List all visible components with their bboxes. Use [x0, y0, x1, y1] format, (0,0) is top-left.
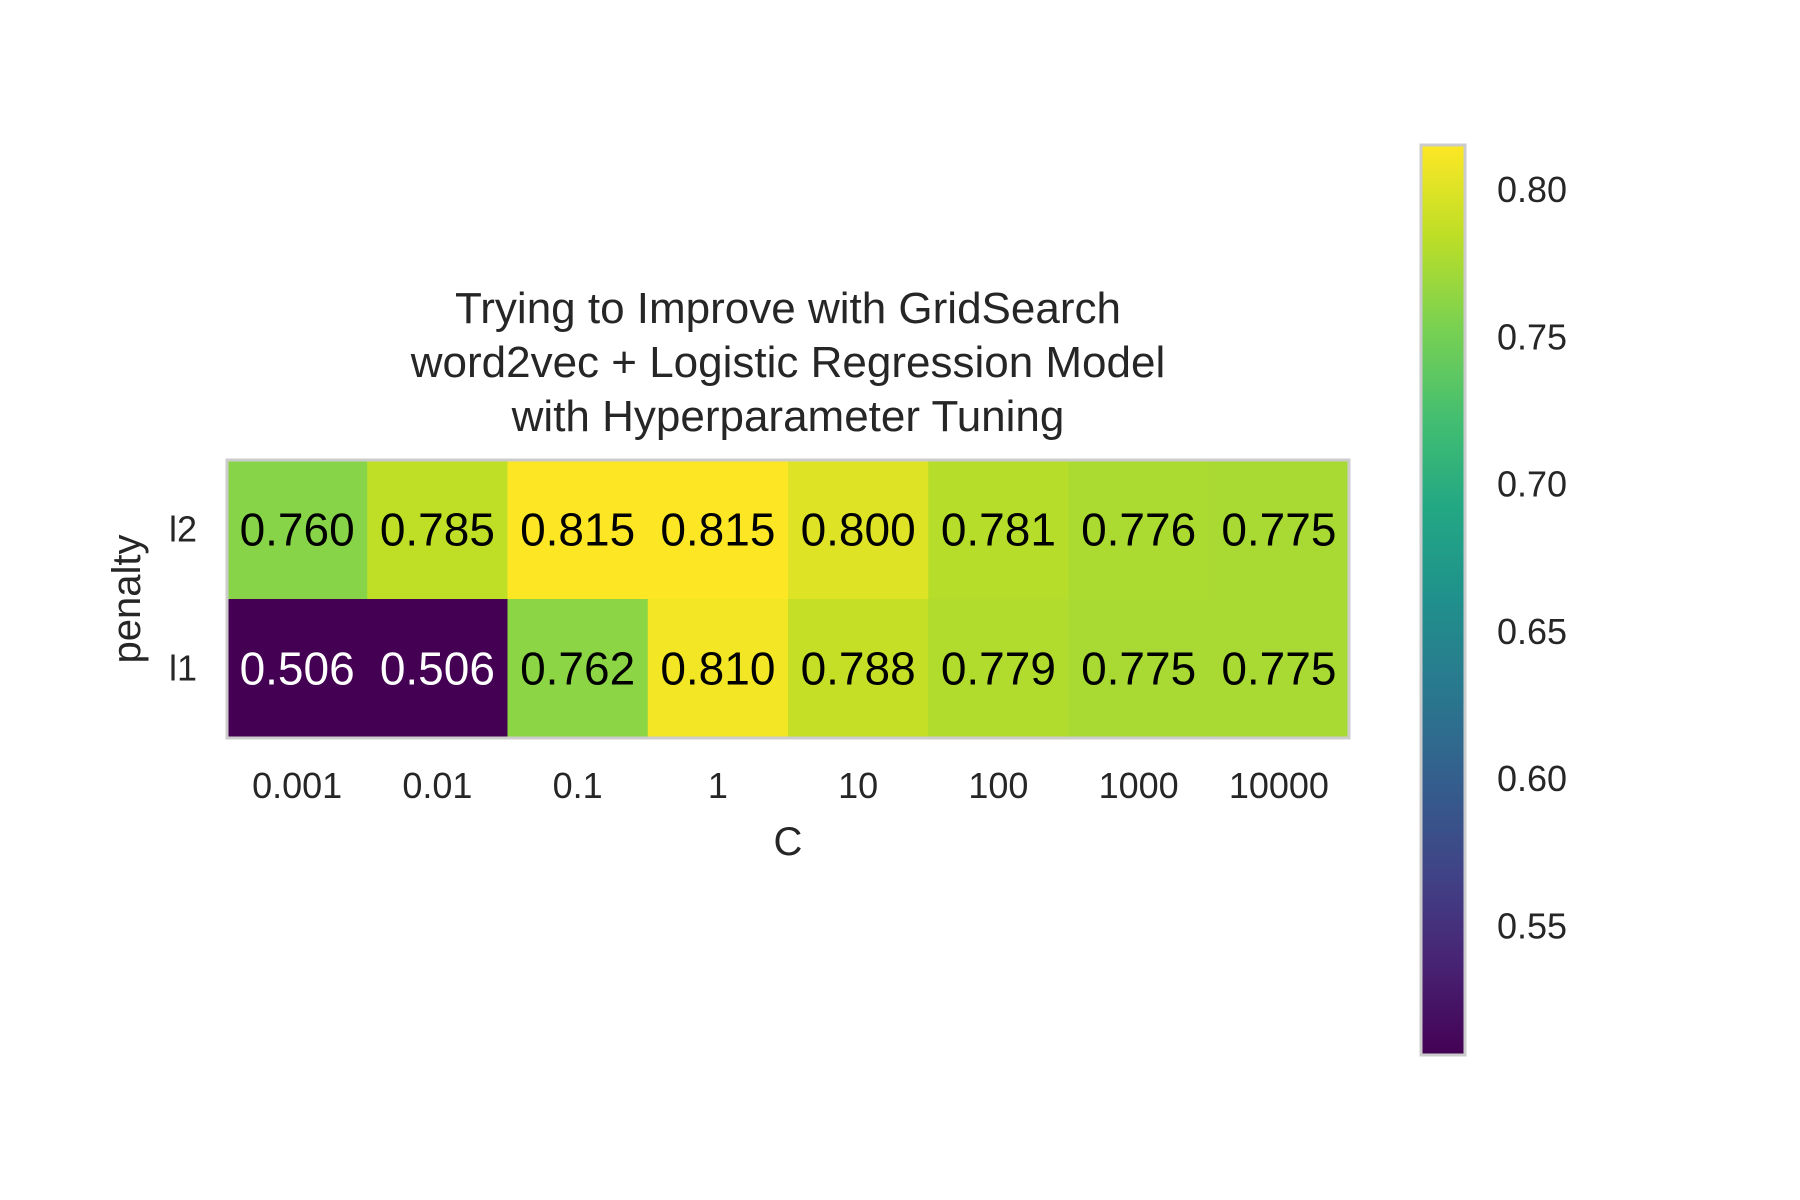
title-line-1: Trying to Improve with GridSearch	[455, 284, 1121, 333]
x-tick-label: 10000	[1229, 765, 1329, 806]
cell-value-label: 0.506	[240, 643, 355, 695]
cell-value-label: 0.779	[941, 643, 1056, 695]
plot-frame	[225, 458, 1351, 740]
colorbar-tick-label: 0.65	[1497, 611, 1567, 652]
colorbar-tick-label: 0.75	[1497, 316, 1567, 357]
heatmap-cell-l1-0.01	[367, 599, 509, 739]
cell-value-label: 0.815	[660, 504, 775, 556]
colorbar-tick-label: 0.55	[1497, 905, 1567, 946]
x-tick-label: 0.001	[252, 765, 342, 806]
x-tick-label: 0.01	[402, 765, 472, 806]
heatmap-cell-l2-10000	[1208, 460, 1350, 600]
cell-value-label: 0.776	[1081, 504, 1196, 556]
cell-value-label: 0.800	[801, 504, 916, 556]
colorbar-tick-label: 0.60	[1497, 758, 1567, 799]
heatmap-cell-l1-1000	[1068, 599, 1210, 739]
heatmap-cell-l1-10	[788, 599, 929, 739]
colorbar-ticks: 0.55 0.60 0.65 0.70 0.75 0.80	[1497, 169, 1567, 946]
x-axis-label: C	[774, 820, 803, 864]
x-tick-label: 0.1	[553, 765, 603, 806]
cell-value-label: 0.775	[1221, 643, 1336, 695]
title-line-3: with Hyperparameter Tuning	[511, 392, 1065, 441]
x-tick-label: 100	[968, 765, 1028, 806]
cell-value-label: 0.775	[1081, 643, 1196, 695]
heatmap-cell-l2-0.1	[507, 460, 649, 600]
heatmap-cell-l2-0.01	[367, 460, 509, 600]
heatmap-cell-l1-0.001	[227, 599, 368, 739]
heatmap-cell-l2-0.001	[227, 460, 368, 600]
heatmap-cell-l2-1000	[1068, 460, 1210, 600]
heatmap-cell-l1-0.1	[507, 599, 649, 739]
cell-value-label: 0.785	[380, 504, 495, 556]
heatmap-cell-l2-10	[788, 460, 929, 600]
heatmap-cell-l1-100	[928, 599, 1070, 739]
colorbar-tick-label: 0.70	[1497, 464, 1567, 505]
cell-value-label: 0.762	[520, 643, 635, 695]
x-tick-labels: 0.001 0.01 0.1 1 10 100 1000 10000	[252, 765, 1329, 806]
x-tick-label: 10	[838, 765, 878, 806]
colorbar-tick-label: 0.80	[1497, 169, 1567, 210]
cell-value-label: 0.815	[520, 504, 635, 556]
cell-value-label: 0.781	[941, 504, 1056, 556]
cell-value-label: 0.788	[801, 643, 916, 695]
y-tick-label: l2	[169, 509, 197, 550]
heatmap-cell-l2-1	[647, 460, 789, 600]
heatmap-cell-l2-100	[928, 460, 1070, 600]
cell-value-label: 0.506	[380, 643, 495, 695]
y-axis-label: penalty	[105, 535, 149, 664]
cell-annotations: 0.760 0.785 0.815 0.815 0.800 0.781 0.776 0.775…	[240, 504, 1337, 695]
x-tick-label: 1	[708, 765, 728, 806]
cell-value-label: 0.810	[660, 643, 775, 695]
chart-title: Trying to Improve with GridSearch word2ve…	[410, 284, 1166, 441]
cell-value-label: 0.760	[240, 504, 355, 556]
y-tick-labels: l2 l1	[169, 509, 197, 689]
heatmap-cell-l1-1	[647, 599, 789, 739]
heatmap-cells	[227, 460, 1350, 739]
cell-value-label: 0.775	[1221, 504, 1336, 556]
heatmap-cell-l1-10000	[1208, 599, 1350, 739]
x-tick-label: 1000	[1099, 765, 1179, 806]
y-tick-label: l1	[169, 648, 197, 689]
title-line-2: word2vec + Logistic Regression Model	[410, 338, 1166, 387]
colorbar	[1419, 143, 1467, 1057]
